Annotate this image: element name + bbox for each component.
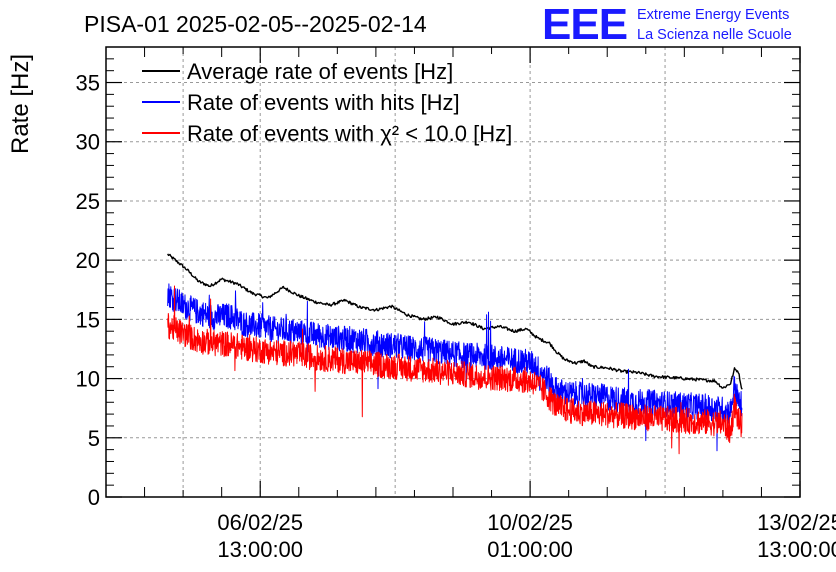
axis-ticks: [106, 47, 801, 498]
y-tick-label: 0: [88, 485, 100, 510]
chart-title: PISA-01 2025-02-05--2025-02-14: [84, 11, 427, 37]
series-layer: [167, 253, 743, 455]
x-tick-time: 13:00:00: [757, 537, 836, 562]
x-tick-time: 13:00:00: [217, 537, 303, 562]
legend-label-average: Average rate of events [Hz]: [187, 59, 453, 84]
y-tick-label: 10: [76, 367, 100, 392]
eee-logo: EEE Extreme Energy Events La Scienza nel…: [542, 0, 792, 49]
x-tick-date: 06/02/25: [217, 510, 303, 535]
y-tick-label: 35: [76, 71, 100, 96]
series-average: [167, 253, 743, 390]
series-chi2: [167, 285, 743, 455]
x-tick-date: 10/02/25: [487, 510, 573, 535]
eee-logo-line1: Extreme Energy Events: [637, 7, 789, 23]
series-hits: [167, 283, 743, 452]
y-tick-label: 25: [76, 189, 100, 214]
y-axis-label: Rate [Hz]: [7, 54, 34, 154]
legend-label-chi2: Rate of events with χ² < 10.0 [Hz]: [187, 121, 512, 146]
legend-label-hits: Rate of events with hits [Hz]: [187, 90, 460, 115]
y-tick-label: 30: [76, 130, 100, 155]
x-tick-date: 13/02/25: [757, 510, 836, 535]
y-tick-labels: 0 5 10 15 20 25 30 35: [76, 71, 100, 510]
x-tick-labels: 06/02/2513:00:0010/02/2501:00:0013/02/25…: [217, 510, 836, 562]
x-tick-time: 01:00:00: [487, 537, 573, 562]
grid: [106, 47, 800, 497]
eee-logo-line2: La Scienza nelle Scuole: [637, 27, 792, 43]
eee-logo-letters: EEE: [542, 0, 627, 49]
y-tick-label: 15: [76, 307, 100, 332]
y-tick-label: 5: [88, 426, 100, 451]
y-tick-label: 20: [76, 248, 100, 273]
legend: Average rate of events [Hz] Rate of even…: [142, 59, 512, 146]
